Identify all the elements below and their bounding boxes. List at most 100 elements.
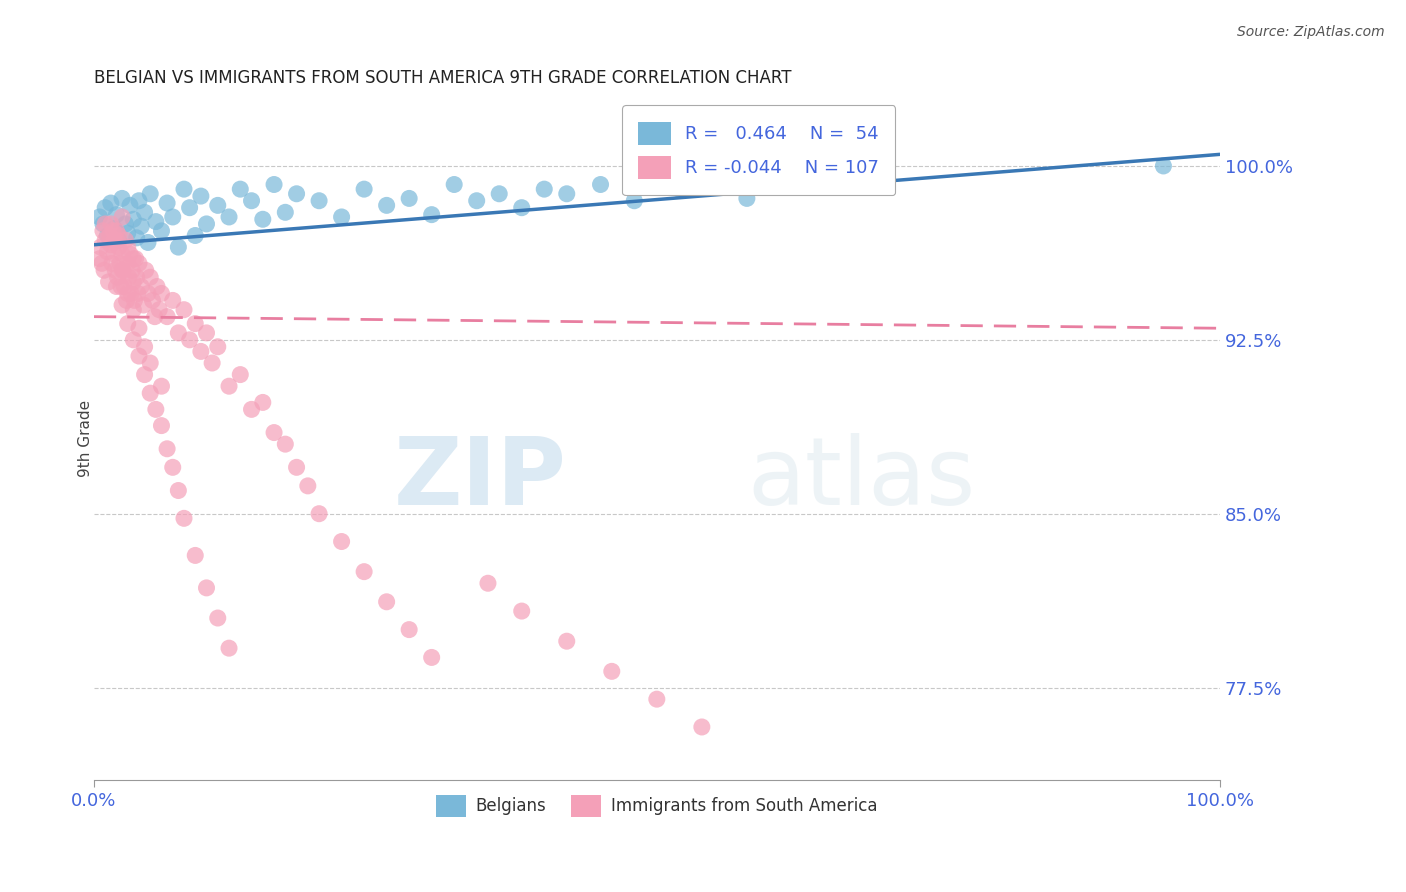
Point	[94, 201, 117, 215]
Point	[146, 279, 169, 293]
Point	[100, 217, 122, 231]
Point	[353, 565, 375, 579]
Point	[128, 194, 150, 208]
Point	[184, 317, 207, 331]
Point	[150, 286, 173, 301]
Point	[115, 293, 138, 308]
Point	[103, 221, 125, 235]
Point	[100, 237, 122, 252]
Point	[139, 270, 162, 285]
Point	[589, 178, 612, 192]
Point	[156, 310, 179, 324]
Point	[195, 581, 218, 595]
Point	[107, 270, 129, 285]
Point	[136, 286, 159, 301]
Point	[122, 302, 145, 317]
Point	[107, 233, 129, 247]
Text: Source: ZipAtlas.com: Source: ZipAtlas.com	[1237, 25, 1385, 39]
Point	[263, 425, 285, 440]
Point	[107, 240, 129, 254]
Point	[118, 270, 141, 285]
Point	[108, 256, 131, 270]
Point	[162, 210, 184, 224]
Point	[90, 240, 112, 254]
Point	[145, 214, 167, 228]
Point	[218, 210, 240, 224]
Point	[139, 356, 162, 370]
Point	[114, 233, 136, 247]
Text: atlas: atlas	[747, 434, 976, 525]
Point	[124, 293, 146, 308]
Point	[229, 368, 252, 382]
Point	[201, 356, 224, 370]
Point	[101, 256, 124, 270]
Point	[117, 256, 139, 270]
Point	[207, 611, 229, 625]
Point	[218, 379, 240, 393]
Point	[105, 233, 128, 247]
Point	[353, 182, 375, 196]
Point	[555, 634, 578, 648]
Point	[129, 219, 152, 234]
Point	[195, 326, 218, 340]
Point	[145, 402, 167, 417]
Point	[94, 217, 117, 231]
Point	[105, 279, 128, 293]
Point	[167, 326, 190, 340]
Point	[668, 182, 690, 196]
Point	[533, 182, 555, 196]
Point	[91, 224, 114, 238]
Point	[173, 511, 195, 525]
Point	[121, 263, 143, 277]
Point	[114, 217, 136, 231]
Point	[124, 252, 146, 266]
Point	[252, 395, 274, 409]
Point	[111, 247, 134, 261]
Point	[112, 263, 135, 277]
Point	[139, 186, 162, 201]
Point	[111, 298, 134, 312]
Point	[179, 201, 201, 215]
Point	[179, 333, 201, 347]
Point	[111, 191, 134, 205]
Point	[101, 224, 124, 238]
Point	[285, 186, 308, 201]
Point	[173, 302, 195, 317]
Point	[167, 240, 190, 254]
Point	[96, 244, 118, 259]
Point	[89, 210, 111, 224]
Point	[125, 270, 148, 285]
Point	[139, 386, 162, 401]
Point	[91, 217, 114, 231]
Point	[103, 233, 125, 247]
Point	[122, 212, 145, 227]
Point	[184, 549, 207, 563]
Point	[90, 256, 112, 270]
Point	[128, 256, 150, 270]
Point	[443, 178, 465, 192]
Point	[477, 576, 499, 591]
Point	[96, 228, 118, 243]
Point	[120, 286, 142, 301]
Point	[156, 442, 179, 456]
Point	[118, 198, 141, 212]
Point	[195, 217, 218, 231]
Point	[134, 368, 156, 382]
Point	[150, 379, 173, 393]
Y-axis label: 9th Grade: 9th Grade	[79, 400, 93, 477]
Point	[117, 240, 139, 254]
Point	[488, 186, 510, 201]
Point	[252, 212, 274, 227]
Point	[134, 340, 156, 354]
Point	[127, 286, 149, 301]
Point	[122, 333, 145, 347]
Point	[112, 279, 135, 293]
Point	[89, 252, 111, 266]
Point	[97, 275, 120, 289]
Point	[274, 437, 297, 451]
Point	[94, 233, 117, 247]
Point	[156, 196, 179, 211]
Point	[274, 205, 297, 219]
Point	[510, 604, 533, 618]
Point	[110, 279, 132, 293]
